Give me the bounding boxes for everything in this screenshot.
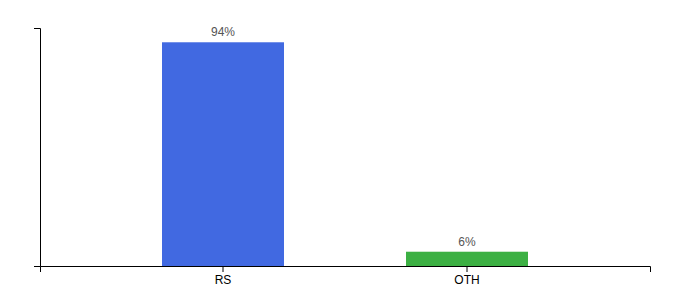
x-axis: RS OTH: [41, 266, 651, 287]
bar: [406, 252, 528, 266]
x-tick: OTH: [454, 266, 479, 287]
data-label: 94%: [211, 25, 235, 39]
x-tick-mark: [467, 266, 468, 272]
x-tick-mark: [223, 266, 224, 272]
x-tick-label: RS: [215, 273, 232, 287]
bars: [162, 42, 528, 266]
bar: [162, 42, 284, 266]
y-axis-line: [34, 29, 41, 267]
x-tick: RS: [215, 266, 232, 287]
x-axis-line: [41, 267, 651, 273]
x-tick-label: OTH: [454, 273, 479, 287]
chart: RS OTH 94% 6%: [0, 0, 680, 300]
data-labels: 94% 6%: [211, 25, 476, 248]
plot: RS OTH 94% 6%: [34, 25, 651, 286]
data-label: 6%: [458, 235, 476, 249]
y-axis: [34, 29, 41, 267]
